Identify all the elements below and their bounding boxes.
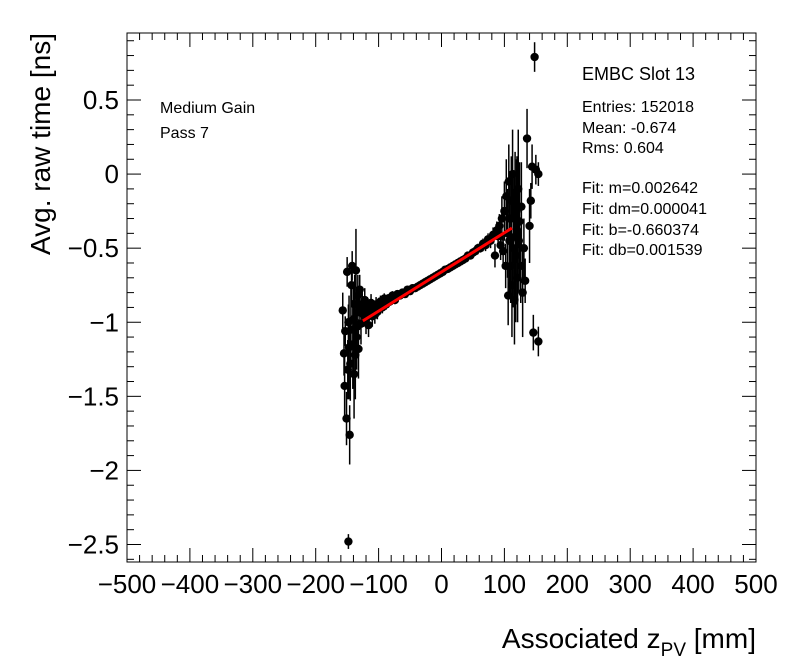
fit-db: Fit: db=0.001539 [582,242,703,259]
data-point [345,405,354,465]
x-tick-label: −100 [349,569,408,599]
marker [525,221,534,231]
marker [340,381,349,391]
marker [522,134,532,143]
marker [342,414,351,423]
data-point [349,329,359,419]
marker [344,537,353,546]
x-tick-label: −500 [98,569,157,599]
y-tick-label: 0 [105,159,119,189]
data-point [520,258,530,303]
x-axis-title: Associated zPV [mm] [502,623,756,661]
x-tick-label: −200 [286,569,345,599]
axis-ticks [126,33,757,562]
stats-title: EMBC Slot 13 [582,64,695,84]
marker [349,369,359,379]
x-tick-label: −300 [224,569,283,599]
x-axis-title-prefix: Associated z [502,623,661,654]
marker [351,266,361,275]
stats-rms: Rms: 0.604 [582,140,664,157]
marker [517,202,526,211]
y-tick-label: −0.5 [68,233,119,263]
data-point [517,162,526,252]
x-tick-label: 0 [434,569,448,599]
stats-entries: Entries: 152018 [582,99,694,116]
x-axis-title-subscript: PV [661,640,687,661]
data-point [344,534,353,549]
x-axis-title-suffix: [mm] [686,623,756,654]
marker [526,196,536,205]
stats-mean: Mean: -0.674 [582,120,676,137]
marker [530,52,539,62]
legend-gain: Medium Gain [160,100,255,117]
y-tick-label: −1 [89,307,119,337]
marker [534,337,543,346]
marker [345,430,354,440]
fit-dm: Fit: dm=0.000041 [582,201,707,218]
data-point [490,243,500,268]
fit-m: Fit: m=0.002642 [582,180,698,197]
data-point [519,218,529,278]
data-point [534,162,543,186]
data-point [530,42,539,72]
x-tick-label: 200 [546,569,589,599]
marker [342,267,352,277]
data-point [522,108,532,169]
marker [520,276,530,285]
x-tick-label: −400 [161,569,220,599]
data-point [526,182,536,219]
legend-pass: Pass 7 [160,125,209,142]
marker [490,251,500,260]
y-tick-label: −2 [89,455,119,485]
data-point [354,319,363,379]
x-tick-label: 500 [734,569,777,599]
fit-line [362,226,513,323]
data-point [338,292,347,329]
y-axis-title: Avg. raw time [ns] [25,33,56,255]
marker [529,328,538,337]
marker [519,243,529,253]
fit-b: Fit: b=-0.660374 [582,222,699,239]
y-tick-label: −1.5 [68,381,119,411]
x-tick-label: 300 [609,569,652,599]
y-tick-label: −2.5 [68,530,119,560]
data-point [534,326,543,357]
y-tick-labels: −2.5 −2 −1.5 −1 −0.5 0 0.5 [68,85,119,560]
marker [364,321,373,330]
y-tick-label: 0.5 [83,85,119,115]
data-point [342,257,352,287]
marker [354,344,363,354]
marker [515,217,524,226]
x-tick-label: 400 [671,569,714,599]
fit-layer [362,226,513,323]
marker [339,349,349,358]
x-tick-labels: −500 −400 −300 −200 −100 0 100 200 300 400 500 [98,569,778,599]
marker [338,306,347,315]
marker [534,169,543,179]
x-tick-label: 100 [483,569,526,599]
data-point [529,314,538,351]
data-point [340,356,349,416]
